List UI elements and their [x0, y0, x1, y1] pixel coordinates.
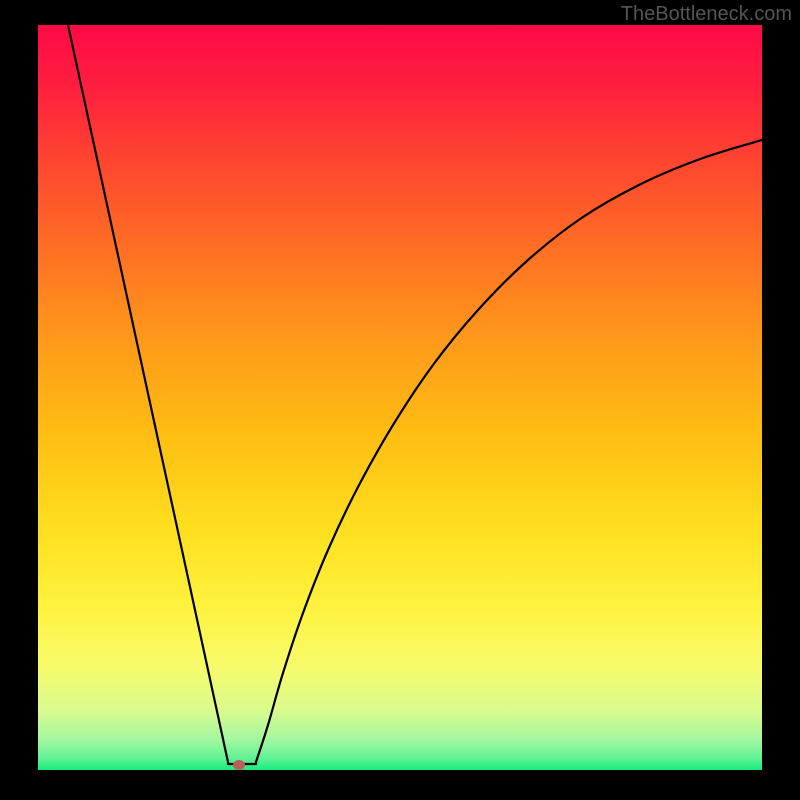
chart-container: TheBottleneck.com [0, 0, 800, 800]
watermark-label: TheBottleneck.com [621, 3, 792, 26]
plot-area [38, 25, 762, 770]
bottleneck-curve [38, 25, 762, 770]
minimum-marker [233, 760, 245, 770]
